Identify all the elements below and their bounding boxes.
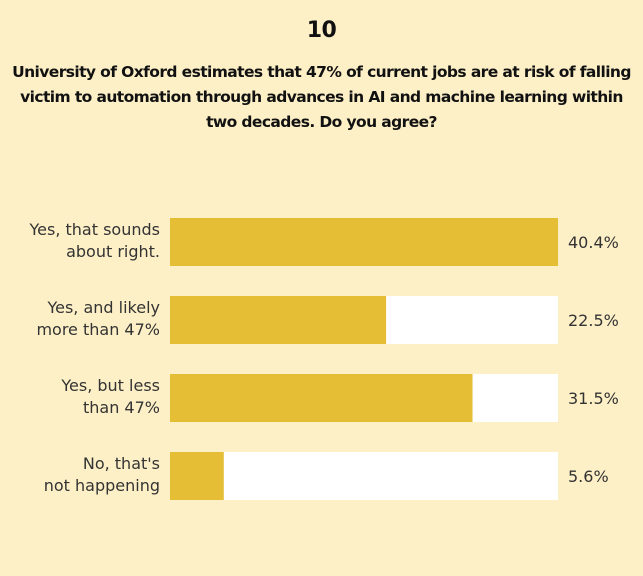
value-label: 22.5% <box>568 311 619 330</box>
question-number: 10 <box>306 18 337 43</box>
bar-track <box>170 452 558 500</box>
category-label: Yes, and likely more than 47% <box>36 298 160 339</box>
category-label: No, that's not happening <box>44 454 160 495</box>
bar <box>170 452 224 500</box>
category-label: Yes, that sounds about right. <box>29 220 160 261</box>
bar <box>170 218 558 266</box>
question-text: University of Oxford estimates that 47% … <box>12 63 631 131</box>
bar-row: Yes, but less than 47% 31.5% <box>60 374 619 422</box>
bar <box>170 296 387 344</box>
bar-row: Yes, that sounds about right. 40.4% <box>29 218 619 266</box>
value-label: 40.4% <box>568 233 619 252</box>
bar-row: Yes, and likely more than 47% 22.5% <box>36 296 619 344</box>
category-label: Yes, but less than 47% <box>60 376 160 417</box>
value-label: 5.6% <box>568 467 609 486</box>
bar <box>170 374 473 422</box>
bar-row: No, that's not happening 5.6% <box>44 452 609 500</box>
value-label: 31.5% <box>568 389 619 408</box>
